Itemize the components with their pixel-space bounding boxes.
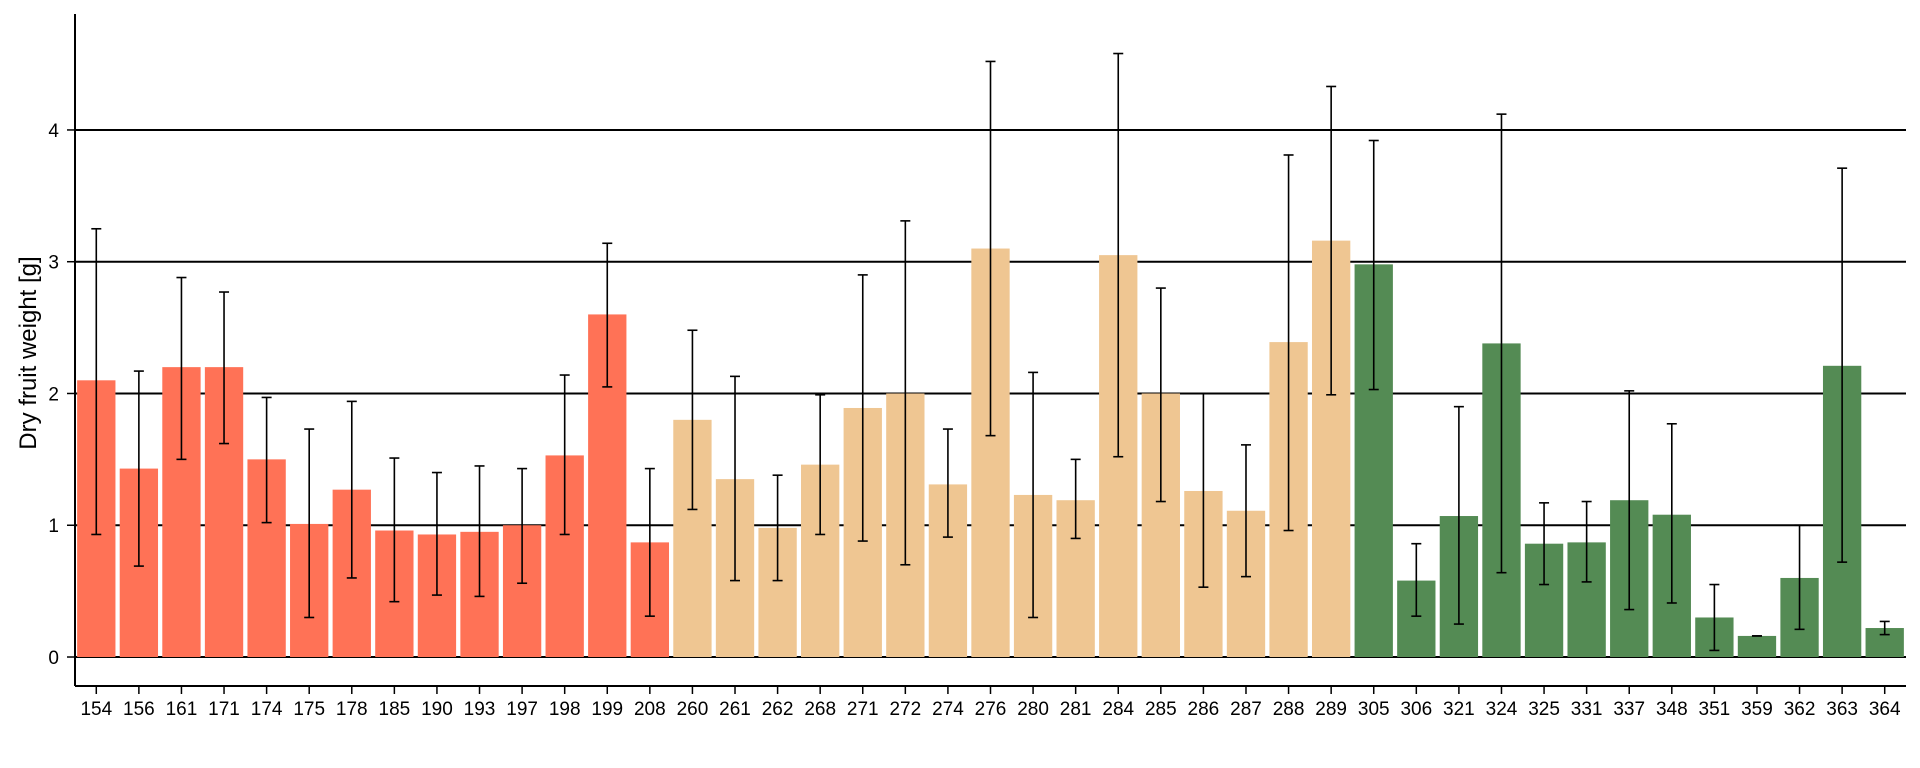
error-bar-321 [1453,405,1464,625]
error-bar-208 [644,467,655,617]
error-bar-285 [1155,287,1166,503]
axes [67,14,1906,694]
error-bar-268 [815,393,826,536]
x-tick-labels: 154 156 161 171 174 175 178 185 190 193 197 198 199 2… [80,699,1901,720]
error-bar-287 [1240,444,1251,578]
y-tick-label: 3 [48,253,59,274]
error-bar-325 [1539,502,1550,586]
x-tick-label: 156 [123,699,155,720]
error-bar-364 [1879,620,1890,636]
x-tick-label: 289 [1315,699,1347,720]
error-bar-262 [772,474,783,582]
x-tick-label: 348 [1656,699,1688,720]
error-bar-286 [1198,392,1209,588]
x-tick-label: 325 [1528,699,1560,720]
x-tick-label: 161 [166,699,198,720]
x-tick-label: 331 [1571,699,1603,720]
error-bar-306 [1411,542,1422,617]
x-tick-label: 268 [804,699,836,720]
x-tick-label: 324 [1486,699,1518,720]
error-bar-289 [1326,85,1337,396]
bar-359 [1737,635,1777,658]
y-tick-label: 1 [48,516,59,537]
error-bar-331 [1581,500,1592,583]
error-bar-362 [1794,524,1805,631]
x-tick-label: 171 [208,699,240,720]
x-tick-label: 285 [1145,699,1177,720]
error-bar-351 [1709,583,1720,652]
error-bar-154 [91,227,102,536]
y-tick-labels: 0 1 2 3 4 [48,121,59,669]
x-tick-label: 281 [1060,699,1092,720]
error-bar-288 [1283,154,1294,532]
x-tick-label: 261 [719,699,751,720]
error-bar-156 [133,370,144,567]
x-tick-label: 351 [1699,699,1731,720]
error-bar-324 [1496,113,1507,574]
error-bar-261 [730,375,741,582]
error-bar-199 [602,242,613,388]
y-axis-title: Dry fruit weight [g] [15,256,42,449]
error-bar-271 [857,274,868,542]
x-tick-label: 197 [506,699,538,720]
error-bar-260 [687,329,698,511]
x-tick-label: 190 [421,699,453,720]
error-bar-171 [219,291,230,445]
y-tick-label: 4 [48,121,59,142]
x-tick-label: 286 [1188,699,1220,720]
x-tick-label: 185 [379,699,411,720]
x-tick-label: 287 [1230,699,1262,720]
error-bar-178 [346,400,357,579]
x-tick-label: 174 [251,699,283,720]
x-tick-label: 178 [336,699,368,720]
y-tick-label: 0 [48,648,59,669]
x-tick-label: 193 [464,699,496,720]
error-bar-281 [1070,458,1081,540]
x-tick-label: 364 [1869,699,1901,720]
error-bar-363 [1837,167,1848,563]
error-bars [91,52,1890,652]
error-bar-305 [1368,139,1379,391]
error-bar-276 [985,60,996,437]
x-tick-label: 288 [1273,699,1305,720]
x-tick-label: 280 [1017,699,1049,720]
x-tick-label: 198 [549,699,581,720]
error-bar-272 [900,220,911,566]
x-tick-label: 337 [1613,699,1645,720]
x-tick-label: 306 [1400,699,1432,720]
x-tick-label: 274 [932,699,964,720]
error-bar-175 [304,428,315,619]
x-tick-label: 363 [1826,699,1858,720]
x-tick-label: 175 [293,699,325,720]
error-bar-193 [474,465,485,598]
error-bar-174 [261,396,272,524]
error-bar-185 [389,457,400,603]
x-tick-label: 154 [80,699,112,720]
x-tick-label: 359 [1741,699,1773,720]
error-bar-197 [517,467,528,585]
x-tick-label: 262 [762,699,794,720]
error-bar-198 [559,374,570,536]
error-bar-348 [1666,422,1677,604]
x-tick-label: 305 [1358,699,1390,720]
x-tick-label: 260 [677,699,709,720]
x-tick-label: 271 [847,699,879,720]
x-tick-label: 208 [634,699,666,720]
x-tick-label: 276 [975,699,1007,720]
error-bar-337 [1624,390,1635,611]
x-tick-label: 284 [1102,699,1134,720]
x-tick-label: 272 [889,699,921,720]
error-bar-161 [176,276,187,461]
error-bar-284 [1113,52,1124,458]
x-tick-label: 199 [591,699,623,720]
error-bar-274 [942,428,953,538]
y-tick-label: 2 [48,384,59,405]
x-tick-label: 362 [1784,699,1816,720]
x-tick-label: 321 [1443,699,1475,720]
error-bar-280 [1028,371,1039,619]
error-bar-190 [431,471,442,596]
